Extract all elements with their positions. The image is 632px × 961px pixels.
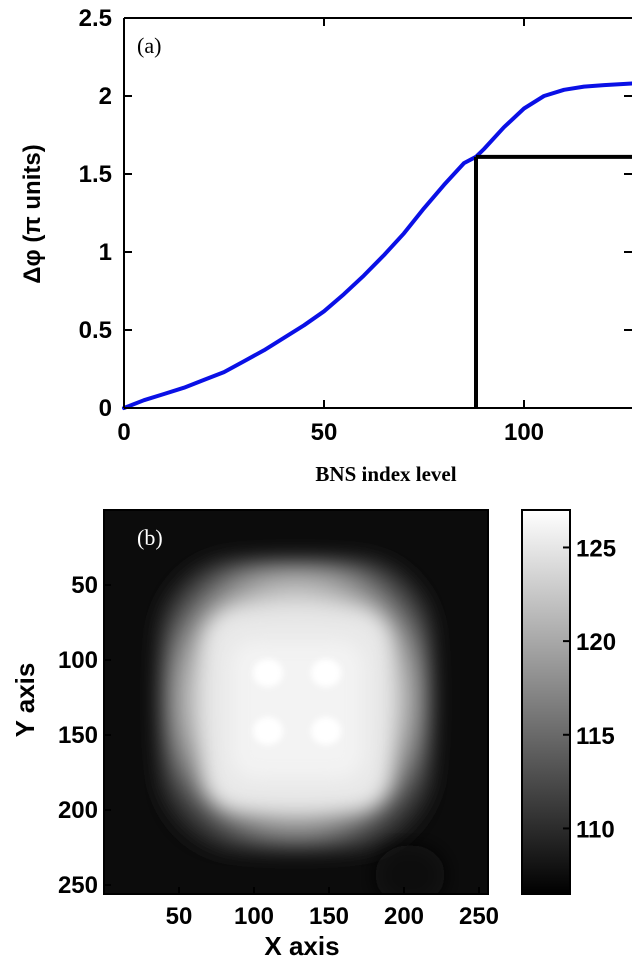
panel-b: 50 100 150 200 250 50 100 150 200 250 (b) X axis… — [10, 509, 616, 961]
y-tick-label: 2 — [99, 83, 112, 110]
panel-a: 00.511.522.5 0 50 100 (a) BNS index level … — [19, 5, 632, 486]
x-ticks-a: 0 50 100 — [117, 18, 544, 446]
plot-area-a — [124, 18, 632, 408]
x-tick-label: 250 — [459, 903, 499, 930]
heatmap-image — [104, 510, 488, 894]
y-ticks-b: 50 100 150 200 250 — [58, 572, 111, 899]
series-line-0 — [122, 81, 632, 410]
y-tick-label: 2.5 — [79, 5, 112, 32]
x-tick-label: 0 — [117, 419, 130, 446]
y-tick-label: 0.5 — [79, 317, 112, 344]
y-tick-label: 50 — [71, 572, 98, 599]
x-axis-label-a: BNS index level — [315, 462, 456, 486]
colorbar-tick-label: 115 — [576, 723, 615, 750]
panel-label-a: (a) — [137, 33, 161, 58]
heatmap-frame — [103, 509, 489, 895]
x-tick-label: 50 — [166, 903, 193, 930]
y-tick-label: 200 — [58, 797, 98, 824]
colorbar-tick-label: 125 — [576, 535, 616, 562]
y-axis-label-a: Δφ (π units) — [19, 144, 46, 283]
x-tick-label: 100 — [234, 903, 274, 930]
y-tick-label: 1 — [99, 239, 112, 266]
series-line-group — [122, 81, 632, 410]
y-tick-label: 250 — [58, 872, 98, 899]
colorbar — [521, 509, 571, 895]
x-tick-label: 200 — [384, 903, 424, 930]
peak-blob — [253, 659, 283, 687]
x-tick-label: 50 — [311, 419, 338, 446]
x-axis-label-b: X axis — [264, 931, 339, 961]
panel-label-b: (b) — [137, 525, 163, 550]
y-axis-label-b: Y axis — [10, 663, 40, 738]
peak-blob — [253, 717, 283, 745]
y-tick-label: 150 — [58, 722, 98, 749]
colorbar-tick-label: 110 — [576, 816, 615, 843]
y-ticks-a: 0 0.5 1 1.5 2 2.5 — [79, 5, 632, 422]
colorbar-tick-label: 120 — [576, 629, 616, 656]
peak-blob — [311, 717, 341, 745]
y-tick-label: 1.5 — [79, 161, 112, 188]
x-tick-label: 150 — [309, 903, 349, 930]
peak-blob — [311, 659, 341, 687]
x-ticks-b: 50 100 150 200 250 — [166, 887, 499, 930]
x-tick-label: 100 — [504, 419, 544, 446]
colorbar-ticks: 110 115 120 125 — [563, 535, 616, 843]
y-tick-label: 0 — [99, 395, 112, 422]
y-tick-label: 100 — [58, 647, 98, 674]
